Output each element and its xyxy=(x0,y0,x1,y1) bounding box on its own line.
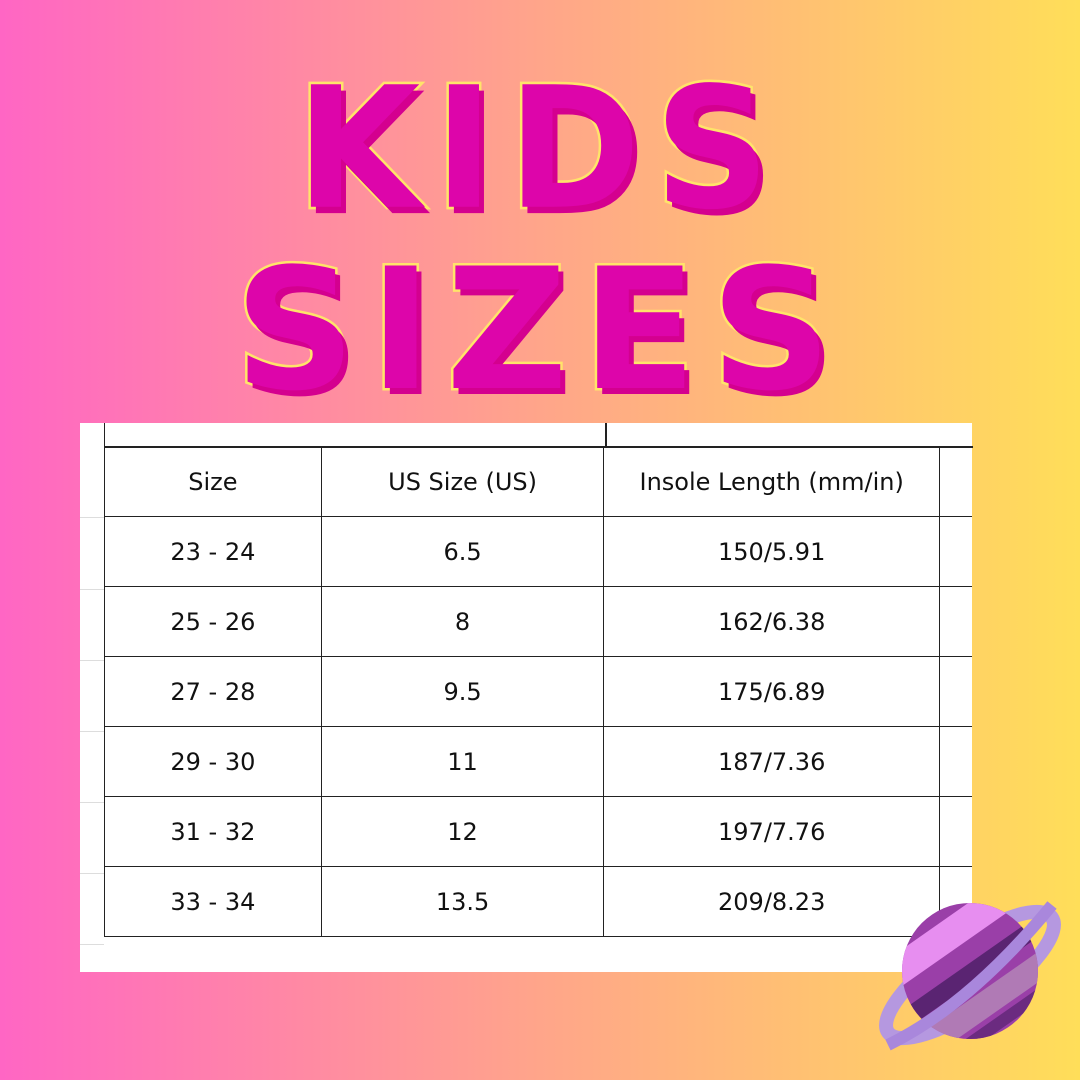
cell-insole-length: 162/6.38 xyxy=(603,586,941,657)
cell-us-size: 12 xyxy=(320,796,605,867)
cell-insole-length: 175/6.89 xyxy=(603,656,941,727)
cell-size: 29 - 30 xyxy=(104,726,322,797)
cell-us-size: 9.5 xyxy=(320,656,605,727)
table-row: 23 - 24 6.5 150/5.91 xyxy=(104,516,972,587)
cell-us-size: 6.5 xyxy=(320,516,605,587)
table-cell-extra xyxy=(939,796,972,867)
cell-size: 25 - 26 xyxy=(104,586,322,657)
size-table: Size US Size (US) Insole Length (mm/in) … xyxy=(104,446,972,937)
header-insole-length: Insole Length (mm/in) xyxy=(603,446,941,517)
table-row: 33 - 34 13.5 209/8.23 xyxy=(104,866,972,937)
cell-insole-length: 150/5.91 xyxy=(603,516,941,587)
cell-us-size: 8 xyxy=(320,586,605,657)
table-top-row xyxy=(104,423,973,448)
title-kids: KIDS xyxy=(294,48,784,250)
table-row: 25 - 26 8 162/6.38 xyxy=(104,586,972,657)
cell-size: 31 - 32 xyxy=(104,796,322,867)
table-row: 27 - 28 9.5 175/6.89 xyxy=(104,656,972,727)
table-cell-extra xyxy=(939,726,972,797)
table-row: 31 - 32 12 197/7.76 xyxy=(104,796,972,867)
cell-size: 33 - 34 xyxy=(104,866,322,937)
cell-size: 27 - 28 xyxy=(104,656,322,727)
cell-insole-length: 187/7.36 xyxy=(603,726,941,797)
title-sizes: SIZES xyxy=(232,230,846,431)
saturn-planet-icon xyxy=(879,901,1061,1051)
table-cell-extra xyxy=(939,656,972,727)
cell-us-size: 11 xyxy=(320,726,605,797)
size-chart-panel: Size US Size (US) Insole Length (mm/in) … xyxy=(80,423,973,972)
cell-insole-length: 197/7.76 xyxy=(603,796,941,867)
cell-size: 23 - 24 xyxy=(104,516,322,587)
table-cell-extra xyxy=(939,516,972,587)
table-cell-extra xyxy=(939,446,972,517)
header-size: Size xyxy=(104,446,322,517)
table-cell-extra xyxy=(939,586,972,657)
table-header-row: Size US Size (US) Insole Length (mm/in) xyxy=(104,446,972,517)
cell-insole-length: 209/8.23 xyxy=(603,866,941,937)
table-row: 29 - 30 11 187/7.36 xyxy=(104,726,972,797)
cell-us-size: 13.5 xyxy=(320,866,605,937)
header-us-size: US Size (US) xyxy=(320,446,605,517)
